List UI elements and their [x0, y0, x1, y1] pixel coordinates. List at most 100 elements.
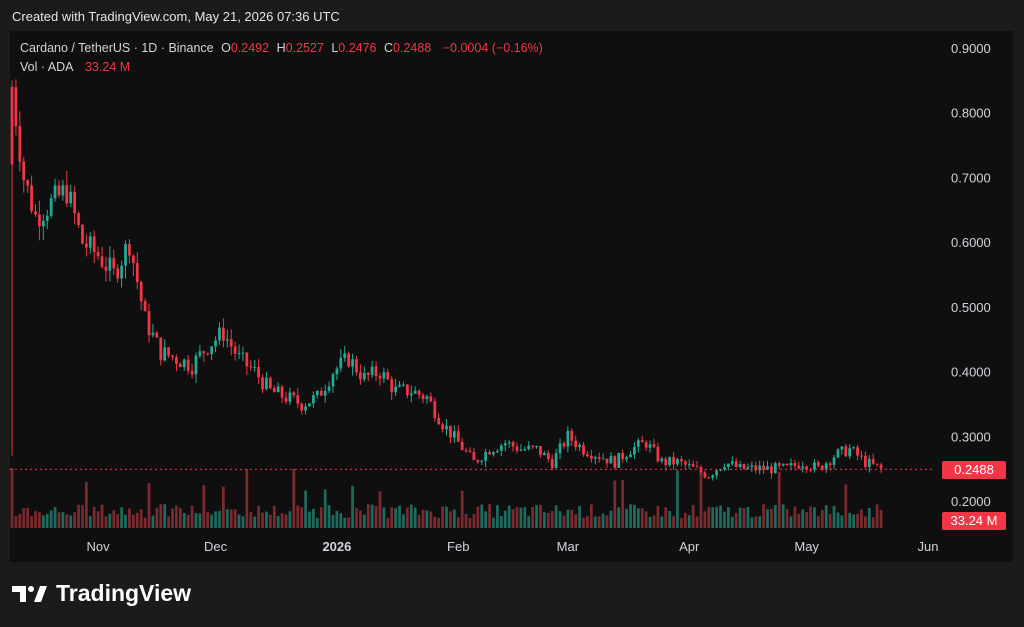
symbol-label[interactable]: Cardano / TetherUS · 1D · Binance [20, 41, 214, 55]
candle [206, 352, 210, 356]
volume-bar [300, 507, 304, 528]
volume-bar [574, 514, 578, 528]
volume-bar [742, 507, 746, 528]
price-chart[interactable]: 0.9000 0.8000 0.7000 0.6000 0.5000 0.4000 0.30… [10, 31, 1013, 562]
candle [108, 246, 112, 282]
candle [53, 178, 57, 202]
volume-bar [699, 471, 703, 528]
candle [586, 451, 589, 458]
volume-bar [813, 507, 816, 528]
volume-bar [49, 510, 53, 528]
candle [464, 447, 468, 453]
volume-bar [554, 505, 558, 528]
candle [817, 460, 820, 468]
candle [511, 440, 515, 452]
volume-bar [621, 480, 625, 528]
volume-bar [288, 511, 292, 528]
y-tick-label: 0.9000 [951, 41, 991, 56]
volume-label[interactable]: Vol · ADA [20, 60, 74, 74]
candle [676, 457, 679, 467]
change-value: −0.0004 (−0.16%) [442, 41, 543, 55]
volume-bar [441, 506, 444, 528]
volume-bar [343, 517, 347, 528]
candle [394, 378, 397, 397]
high-value: 0.2527 [285, 41, 324, 55]
volume-bar [507, 505, 511, 528]
candle [315, 390, 319, 399]
volume-bar [695, 516, 699, 528]
volume-bar [550, 510, 554, 528]
volume-bar [527, 516, 531, 528]
candle [304, 403, 307, 415]
candle [589, 449, 593, 463]
candle [488, 449, 491, 455]
volume-bar [683, 512, 687, 528]
candle [625, 455, 628, 462]
volume-bar [863, 516, 867, 528]
candle [218, 322, 221, 345]
candle [570, 428, 574, 446]
volume-bar [218, 510, 221, 528]
candle [703, 470, 707, 479]
volume-bar [319, 507, 323, 528]
tradingview-brand[interactable]: TradingView [12, 580, 191, 607]
volume-bar [386, 517, 390, 528]
volume-bar [41, 515, 45, 528]
candle [370, 361, 374, 378]
candle [163, 339, 167, 362]
chart-panel[interactable]: 0.9000 0.8000 0.7000 0.6000 0.5000 0.4000 0.30… [10, 31, 1013, 562]
close-value: 0.2488 [393, 41, 432, 55]
volume-bar [69, 515, 73, 528]
candle [441, 422, 444, 433]
volume-bar [836, 512, 840, 528]
volume-bar [785, 508, 789, 528]
candle [734, 457, 738, 468]
candle [437, 413, 441, 426]
x-tick-label: May [794, 539, 819, 554]
candle [69, 184, 73, 207]
candle [143, 298, 147, 312]
candle [409, 385, 413, 403]
candle [582, 441, 585, 457]
candle [797, 461, 801, 470]
volume-bar [151, 515, 155, 528]
volume-bar [198, 513, 202, 528]
volume-bar [586, 515, 589, 528]
candle [875, 463, 879, 467]
candle [770, 462, 773, 479]
volume-bar [629, 504, 632, 528]
candle [296, 388, 300, 409]
candle [73, 186, 77, 225]
candle [429, 392, 433, 403]
x-tick-label: Dec [204, 539, 228, 554]
volume-bar [562, 515, 566, 528]
volume-bar [558, 511, 562, 528]
volume-bar [644, 511, 648, 528]
volume-bar [672, 516, 675, 528]
candle [374, 361, 378, 382]
candle [421, 392, 425, 404]
volume-bar [304, 490, 307, 528]
volume-bar [92, 506, 96, 528]
volume-bar [272, 505, 276, 528]
volume-bar [817, 516, 820, 528]
volume-bar [131, 514, 135, 528]
y-tick-label: 0.3000 [951, 429, 991, 444]
volume-bar [276, 516, 280, 528]
volume-bar [840, 515, 844, 528]
volume-bar [171, 508, 174, 528]
candle [214, 336, 217, 352]
candle [253, 359, 257, 372]
candle [550, 454, 554, 471]
candle [366, 371, 370, 382]
volume-bar [656, 505, 660, 528]
candle [159, 337, 163, 366]
candle [852, 446, 855, 450]
volume-bar [30, 516, 33, 528]
candle [640, 435, 644, 443]
volume-bar [758, 516, 762, 528]
candle [378, 372, 382, 386]
volume-bar [253, 516, 257, 528]
candle [229, 329, 233, 356]
candle [730, 455, 734, 466]
